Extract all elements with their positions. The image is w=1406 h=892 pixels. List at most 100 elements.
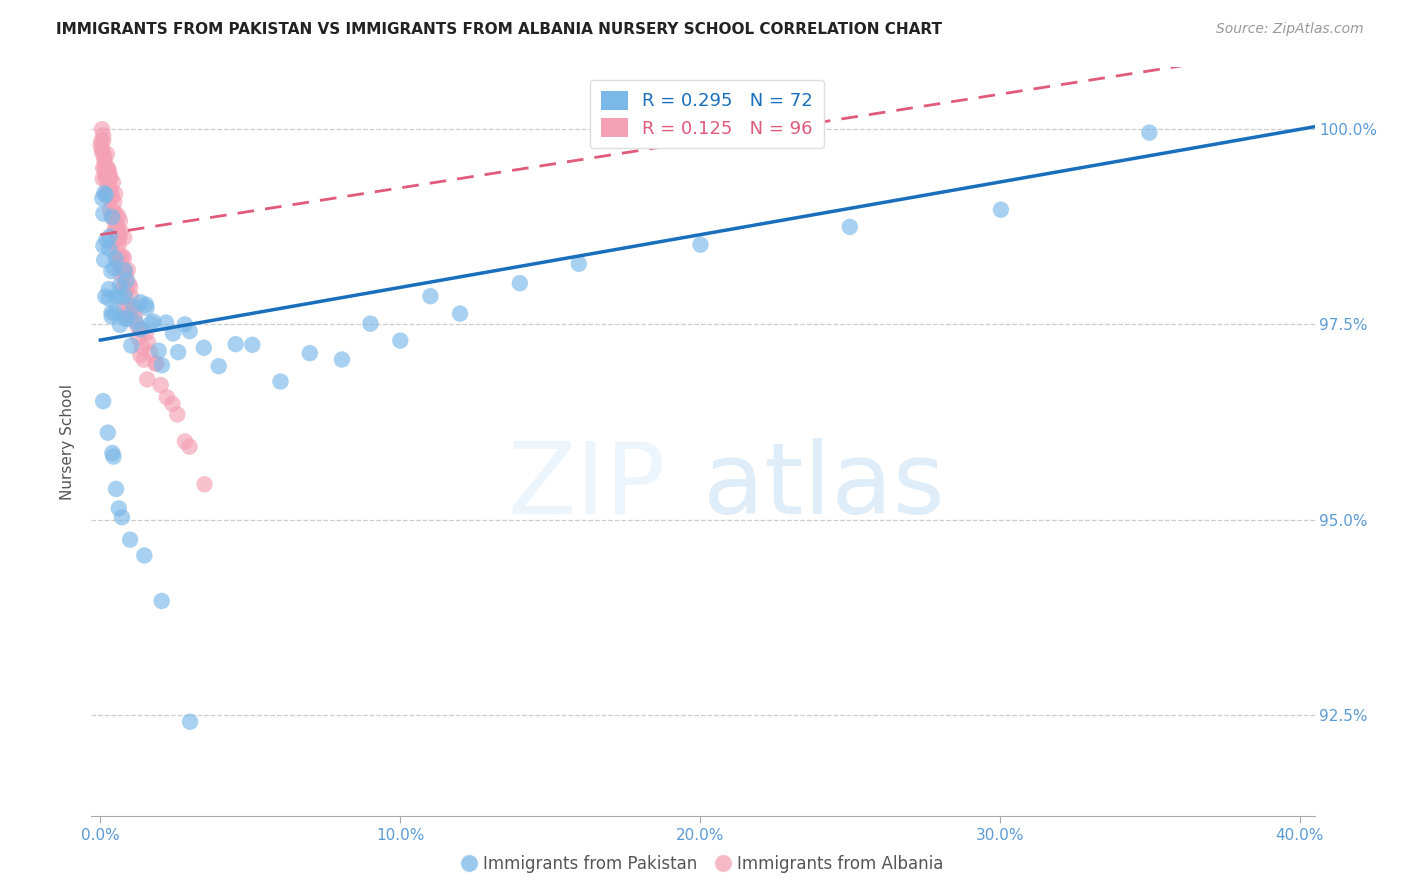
Point xyxy=(93,186,115,200)
Point xyxy=(193,341,215,355)
Point xyxy=(129,322,152,336)
Text: IMMIGRANTS FROM PAKISTAN VS IMMIGRANTS FROM ALBANIA NURSERY SCHOOL CORRELATION C: IMMIGRANTS FROM PAKISTAN VS IMMIGRANTS F… xyxy=(56,22,942,37)
Point xyxy=(114,263,136,277)
Point xyxy=(107,255,129,269)
Point xyxy=(120,290,142,304)
Point xyxy=(389,334,412,348)
Point xyxy=(838,219,860,234)
Point xyxy=(115,284,138,298)
Point xyxy=(112,279,135,293)
Point xyxy=(111,282,134,296)
Point xyxy=(568,257,591,271)
Point xyxy=(98,242,121,256)
Point xyxy=(120,280,142,294)
Point xyxy=(105,482,128,496)
Point xyxy=(93,153,115,168)
Point xyxy=(108,213,131,227)
Point xyxy=(179,324,201,338)
Point xyxy=(990,202,1012,217)
Point xyxy=(93,238,115,252)
Point xyxy=(100,264,122,278)
Legend: Immigrants from Pakistan, Immigrants from Albania: Immigrants from Pakistan, Immigrants fro… xyxy=(456,848,950,880)
Point xyxy=(104,222,127,236)
Point xyxy=(135,326,157,340)
Point xyxy=(108,318,131,332)
Point xyxy=(132,352,155,367)
Point xyxy=(117,262,139,277)
Point xyxy=(114,288,136,302)
Point xyxy=(112,311,135,326)
Point xyxy=(91,133,114,147)
Point xyxy=(101,210,124,224)
Point xyxy=(359,317,381,331)
Point xyxy=(120,533,142,547)
Point xyxy=(104,290,127,304)
Point xyxy=(96,161,118,175)
Point xyxy=(115,282,138,296)
Point xyxy=(110,267,132,281)
Point xyxy=(167,345,190,359)
Point xyxy=(91,145,114,160)
Point xyxy=(114,265,136,279)
Point xyxy=(91,191,114,205)
Point xyxy=(98,171,121,186)
Point xyxy=(96,162,118,177)
Point xyxy=(1137,126,1160,140)
Point xyxy=(112,301,135,315)
Point xyxy=(104,226,127,240)
Point xyxy=(91,161,114,175)
Y-axis label: Nursery School: Nursery School xyxy=(60,384,76,500)
Point xyxy=(97,292,120,306)
Point xyxy=(104,305,127,319)
Point xyxy=(107,501,129,516)
Point xyxy=(110,290,132,304)
Point xyxy=(108,278,131,293)
Point xyxy=(100,191,122,205)
Point xyxy=(128,322,150,336)
Point xyxy=(166,408,188,422)
Point xyxy=(93,149,115,163)
Point xyxy=(93,161,115,175)
Point xyxy=(225,337,247,351)
Legend: R = 0.295   N = 72, R = 0.125   N = 96: R = 0.295 N = 72, R = 0.125 N = 96 xyxy=(589,79,824,148)
Point xyxy=(91,142,114,156)
Point xyxy=(91,128,114,142)
Point xyxy=(135,301,157,315)
Point xyxy=(94,169,117,184)
Point xyxy=(129,295,152,310)
Point xyxy=(139,345,162,359)
Point xyxy=(101,446,124,460)
Point xyxy=(107,209,129,223)
Point xyxy=(117,297,139,311)
Point xyxy=(101,175,124,189)
Point xyxy=(208,359,231,374)
Point xyxy=(173,318,195,332)
Point xyxy=(100,183,122,197)
Point xyxy=(97,178,120,192)
Point xyxy=(127,331,149,345)
Point xyxy=(298,346,321,360)
Point xyxy=(689,237,711,252)
Point xyxy=(419,289,441,303)
Point xyxy=(110,260,132,274)
Point xyxy=(449,307,471,321)
Point xyxy=(100,310,122,324)
Point xyxy=(103,261,125,276)
Point xyxy=(108,230,131,244)
Point xyxy=(96,146,118,161)
Point xyxy=(135,297,157,311)
Point xyxy=(93,206,115,220)
Point xyxy=(97,162,120,177)
Point xyxy=(111,510,134,524)
Point xyxy=(174,434,197,449)
Point xyxy=(134,549,156,563)
Point xyxy=(125,315,148,329)
Point xyxy=(150,594,173,608)
Point xyxy=(122,305,145,319)
Point xyxy=(124,308,146,322)
Point xyxy=(98,229,121,244)
Point xyxy=(105,243,128,257)
Point xyxy=(107,251,129,265)
Point xyxy=(96,233,118,247)
Point xyxy=(112,265,135,279)
